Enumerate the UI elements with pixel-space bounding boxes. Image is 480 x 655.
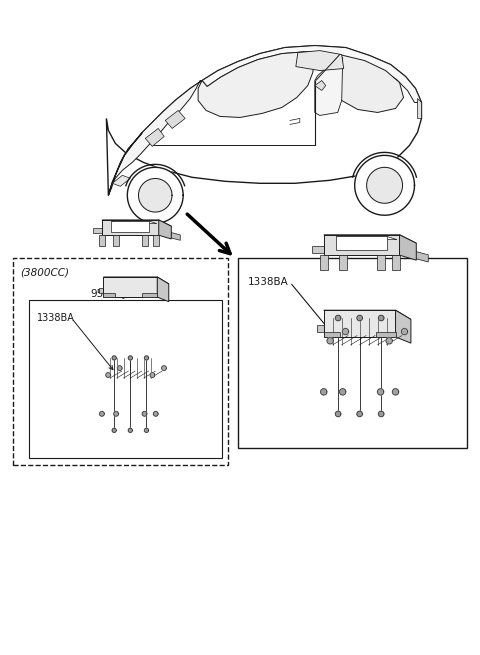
Polygon shape [144, 356, 149, 360]
Polygon shape [107, 46, 421, 195]
Polygon shape [142, 293, 157, 297]
Text: (3800CC): (3800CC) [21, 267, 70, 277]
Polygon shape [396, 325, 408, 338]
Polygon shape [150, 373, 155, 377]
Polygon shape [324, 310, 411, 320]
Polygon shape [102, 220, 159, 235]
Polygon shape [396, 310, 411, 343]
Polygon shape [108, 81, 202, 195]
Polygon shape [103, 277, 157, 297]
Text: 1338BA: 1338BA [248, 277, 289, 287]
Polygon shape [108, 132, 142, 195]
Polygon shape [113, 235, 119, 246]
Polygon shape [412, 251, 428, 262]
Polygon shape [377, 388, 384, 395]
Polygon shape [315, 58, 343, 115]
Polygon shape [418, 98, 421, 119]
Polygon shape [312, 246, 324, 253]
Polygon shape [98, 288, 103, 293]
Polygon shape [99, 411, 104, 416]
Polygon shape [128, 428, 132, 432]
Polygon shape [117, 365, 122, 371]
Polygon shape [336, 236, 397, 240]
Polygon shape [336, 315, 341, 321]
Bar [29, 300, 222, 458]
Polygon shape [386, 337, 392, 344]
Polygon shape [355, 155, 415, 215]
Polygon shape [324, 234, 399, 255]
Polygon shape [103, 277, 169, 284]
Polygon shape [93, 228, 102, 233]
Polygon shape [102, 220, 171, 226]
Polygon shape [376, 331, 396, 337]
Polygon shape [106, 373, 110, 377]
Polygon shape [399, 234, 416, 260]
Polygon shape [127, 167, 183, 223]
Polygon shape [168, 232, 180, 240]
Polygon shape [392, 255, 399, 269]
Polygon shape [321, 388, 327, 395]
Polygon shape [378, 411, 384, 417]
Polygon shape [317, 325, 324, 331]
Polygon shape [162, 365, 167, 371]
Polygon shape [153, 235, 159, 246]
Polygon shape [157, 277, 169, 302]
Polygon shape [320, 255, 328, 269]
Polygon shape [339, 388, 346, 395]
Polygon shape [114, 411, 119, 416]
Polygon shape [336, 54, 404, 113]
Polygon shape [142, 235, 147, 246]
Polygon shape [315, 81, 326, 90]
Polygon shape [336, 236, 387, 250]
Polygon shape [339, 255, 347, 269]
Polygon shape [145, 128, 164, 146]
Polygon shape [324, 310, 396, 337]
Text: 95440J: 95440J [325, 245, 364, 255]
Polygon shape [377, 255, 384, 269]
Bar [12, 258, 228, 464]
Polygon shape [139, 179, 172, 212]
Polygon shape [357, 411, 362, 417]
Polygon shape [324, 331, 340, 337]
Polygon shape [112, 428, 116, 432]
Polygon shape [198, 52, 315, 117]
Polygon shape [202, 46, 421, 102]
Polygon shape [159, 220, 171, 239]
Polygon shape [144, 428, 149, 432]
Polygon shape [401, 328, 408, 335]
Polygon shape [378, 315, 384, 321]
Polygon shape [336, 411, 341, 417]
Polygon shape [157, 288, 167, 298]
Polygon shape [165, 111, 185, 128]
Polygon shape [103, 293, 115, 297]
Polygon shape [111, 221, 157, 223]
Polygon shape [393, 388, 399, 395]
Polygon shape [142, 411, 147, 416]
Polygon shape [327, 337, 333, 344]
Text: 1338BA: 1338BA [36, 313, 74, 323]
Polygon shape [111, 221, 149, 232]
Polygon shape [112, 356, 116, 360]
Polygon shape [367, 167, 403, 203]
Polygon shape [342, 328, 348, 335]
Polygon shape [128, 356, 132, 360]
Polygon shape [324, 234, 416, 243]
Polygon shape [112, 176, 130, 186]
Polygon shape [357, 315, 362, 321]
Polygon shape [99, 235, 105, 246]
Polygon shape [296, 50, 344, 71]
Text: 95440J: 95440J [90, 289, 126, 299]
Bar [238, 258, 468, 448]
Polygon shape [154, 411, 158, 416]
